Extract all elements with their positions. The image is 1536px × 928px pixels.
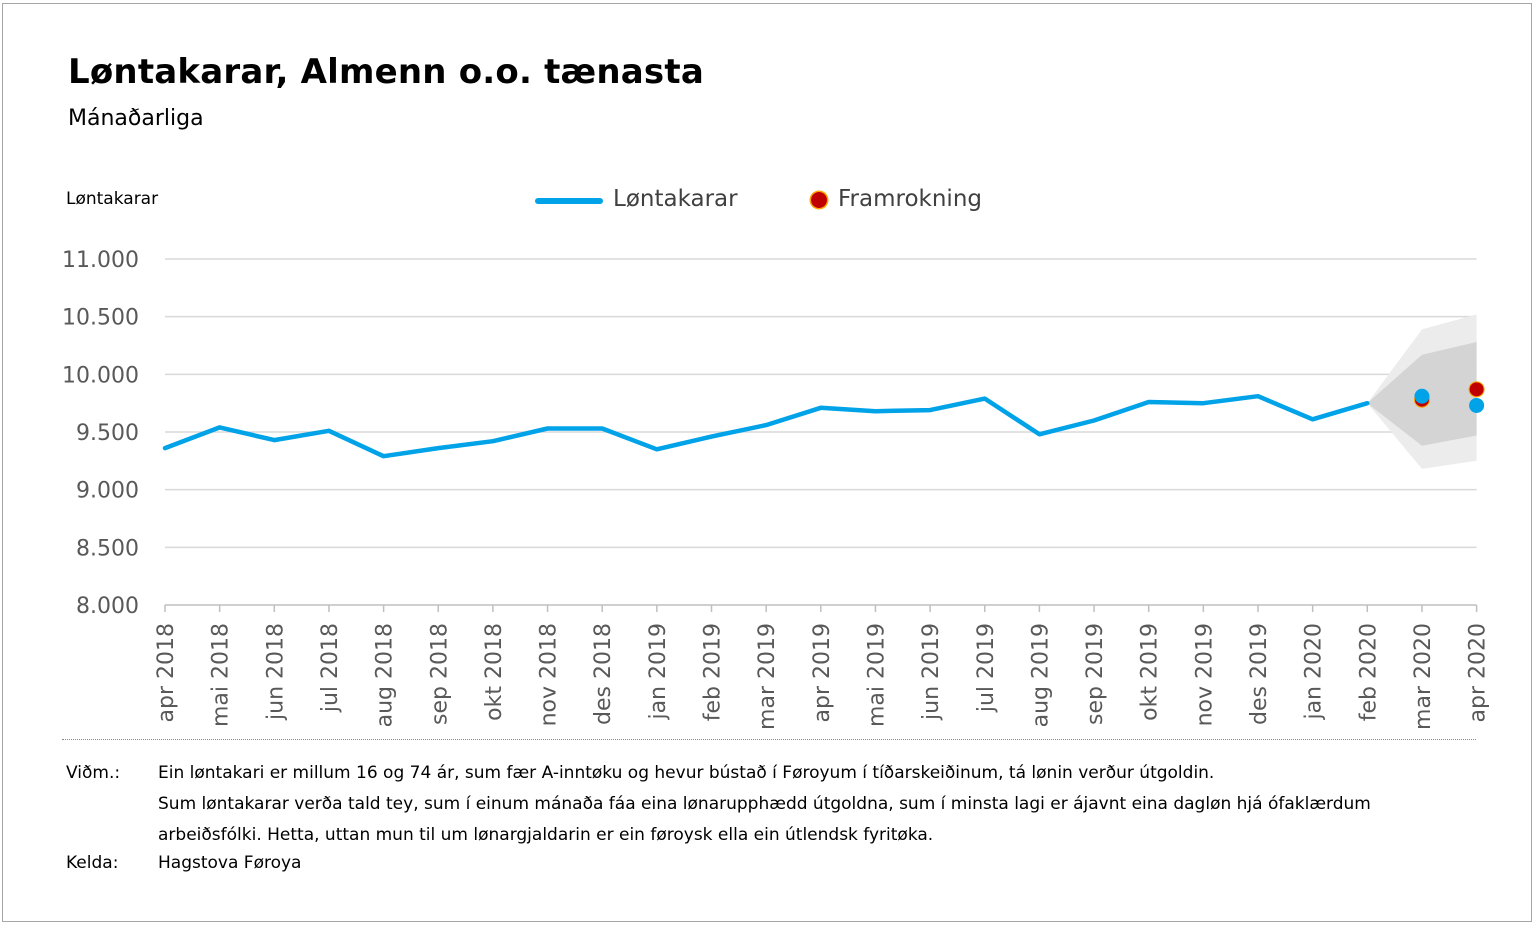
notes-separator	[62, 739, 1476, 740]
chart-subtitle: Mánaðarliga	[68, 106, 204, 131]
x-tick-label: sep 2018	[427, 623, 452, 725]
x-tick-label: mar 2019	[755, 623, 780, 730]
note-line-3: arbeiðsfólki. Hetta, uttan mun til um lø…	[158, 825, 934, 845]
x-tick-label: mai 2019	[864, 623, 889, 727]
source-label: Kelda:	[66, 853, 119, 873]
note-line-2: Sum løntakarar verða tald tey, sum í ein…	[158, 794, 1371, 814]
x-tick-label: nov 2019	[1192, 623, 1217, 726]
x-tick-label: mai 2018	[209, 623, 234, 727]
chart-frame	[2, 3, 1532, 922]
x-tick-label: apr 2018	[154, 623, 179, 722]
x-tick-label: des 2019	[1247, 623, 1272, 725]
x-tick-label: feb 2020	[1356, 623, 1381, 721]
x-tick-label: mar 2020	[1411, 623, 1436, 730]
x-tick-label: okt 2018	[482, 623, 507, 721]
chart-title: Løntakarar, Almenn o.o. tænasta	[68, 52, 704, 92]
source-text: Hagstova Føroya	[158, 853, 302, 873]
y-tick-label: 10.500	[62, 306, 139, 331]
series-line-loentakarar	[162, 393, 1370, 459]
y-tick-label: 9.000	[76, 479, 139, 504]
x-tick-label: jun 2019	[919, 623, 944, 721]
x-tick-label: okt 2019	[1138, 623, 1163, 721]
y-tick-label: 8.500	[76, 536, 139, 561]
x-tick-label: jan 2019	[646, 623, 671, 721]
x-tick-label: sep 2019	[1083, 623, 1108, 725]
x-tick-label: aug 2019	[1028, 623, 1053, 727]
legend-line-swatch	[535, 198, 603, 204]
y-tick-label: 8.000	[76, 594, 139, 619]
notes-label: Viðm.:	[66, 763, 121, 783]
y-tick-label: 11.000	[62, 248, 139, 273]
y-tick-label: 10.000	[62, 363, 139, 388]
y-tick-label: 9.500	[76, 421, 139, 446]
legend-label-series: Løntakarar	[613, 186, 738, 212]
x-tick-label: nov 2018	[537, 623, 562, 726]
series-point-loentakarar	[1469, 397, 1485, 413]
forecast-point	[1468, 381, 1485, 398]
x-tick-label: jun 2018	[263, 623, 288, 721]
series-point-loentakarar	[1414, 388, 1430, 404]
x-tick-label: apr 2019	[810, 623, 835, 722]
x-tick-label: jul 2018	[318, 623, 343, 713]
legend-dot-swatch	[811, 192, 827, 208]
x-tick-label: feb 2019	[701, 623, 726, 721]
y-axis-title: Løntakarar	[66, 189, 159, 209]
x-tick-label: des 2018	[591, 623, 616, 725]
note-line-1: Ein løntakari er millum 16 og 74 ár, sum…	[158, 763, 1215, 783]
x-tick-label: jan 2020	[1302, 623, 1327, 721]
x-tick-label: apr 2020	[1466, 623, 1491, 722]
x-tick-label: jul 2019	[974, 623, 999, 713]
x-tick-label: aug 2018	[373, 623, 398, 727]
legend-label-forecast: Framrokning	[838, 186, 982, 212]
